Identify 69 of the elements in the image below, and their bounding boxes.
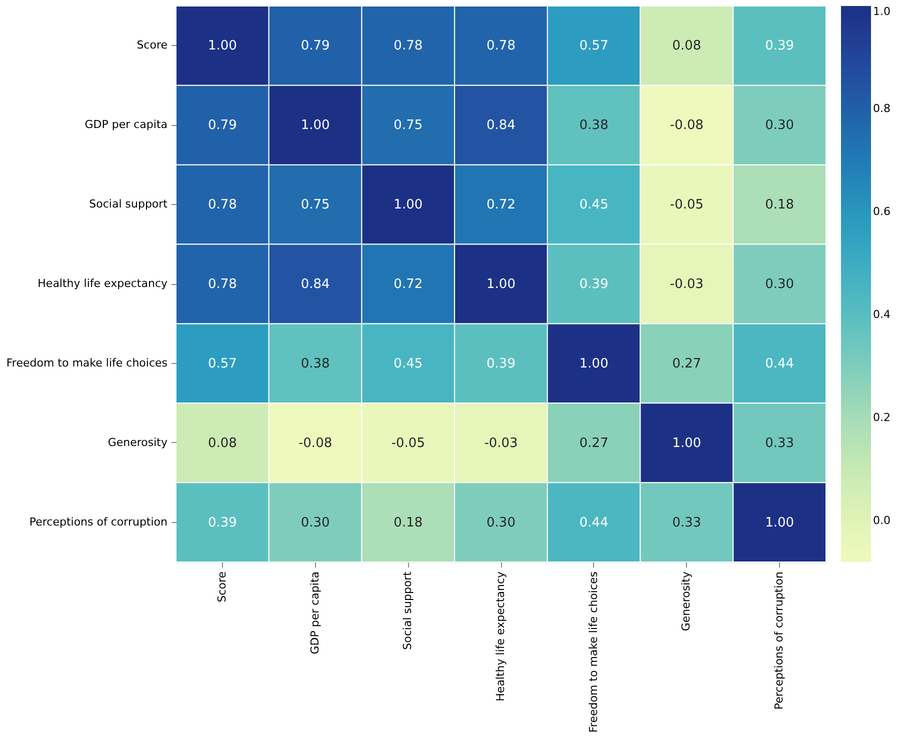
data-label: 0.78 <box>208 198 237 213</box>
data-label: 0.18 <box>394 515 423 530</box>
data-label: 1.00 <box>300 118 330 134</box>
data-label: 0.38 <box>300 356 330 372</box>
data-label: 0.78 <box>208 277 237 292</box>
data-label: 0.45 <box>394 356 423 372</box>
y-tick-label: Healthy life expectancy <box>38 277 168 290</box>
data-label: 1.00 <box>486 277 516 292</box>
y-tick-label: Generosity <box>108 436 168 449</box>
data-label: -0.03 <box>484 436 518 451</box>
data-label: 0.39 <box>486 356 516 372</box>
y-tick-label: Freedom to make life choices <box>6 356 168 370</box>
data-label: 1.00 <box>579 356 608 372</box>
data-label: 0.84 <box>300 277 330 292</box>
data-label: -0.08 <box>670 118 704 134</box>
data-label: 0.57 <box>579 38 608 54</box>
data-label: 0.75 <box>394 118 423 134</box>
x-tick-label: Score <box>215 571 228 602</box>
color-bar-label: 0.6 <box>873 204 890 218</box>
x-tick-label: Generosity <box>680 571 693 632</box>
data-label: 0.72 <box>486 198 516 213</box>
data-label: 0.30 <box>300 515 330 530</box>
data-label: -0.05 <box>391 436 425 451</box>
color-bar-label: 0.0 <box>873 514 890 527</box>
x-tick-label: Freedom to make life choices <box>586 571 600 733</box>
data-label: 1.00 <box>765 515 794 530</box>
color-bar-label: 0.4 <box>873 308 890 321</box>
data-label: 0.33 <box>765 436 794 451</box>
data-label: 0.18 <box>765 198 794 213</box>
x-tick-label: Healthy life expectancy <box>494 571 507 702</box>
x-tick-label: Social support <box>401 570 414 650</box>
x-tick-label: Perceptions of corruption <box>772 571 786 710</box>
data-label: 0.79 <box>208 118 237 134</box>
data-label: 0.44 <box>579 515 608 530</box>
data-label: 0.08 <box>208 436 237 451</box>
x-tick-label: GDP per capita <box>308 572 322 654</box>
data-label: 0.44 <box>765 356 794 372</box>
data-label: 0.45 <box>579 198 608 213</box>
data-label: 1.00 <box>208 38 237 54</box>
data-label: 0.75 <box>300 198 330 213</box>
data-label: -0.03 <box>670 277 704 292</box>
data-label: 0.84 <box>486 118 516 134</box>
data-label: 1.00 <box>394 198 423 213</box>
data-label: 0.78 <box>394 38 423 54</box>
data-label: 0.57 <box>208 356 237 372</box>
data-label: 0.39 <box>208 515 237 530</box>
y-tick-label: Score <box>136 38 168 52</box>
data-label: -0.05 <box>670 198 704 213</box>
data-label: 0.38 <box>579 118 608 134</box>
y-tick-label: GDP per capita <box>84 118 168 132</box>
data-label: 0.30 <box>765 118 794 134</box>
data-label: 0.72 <box>394 277 423 292</box>
y-tick-label: Social support <box>89 198 168 211</box>
data-label: 0.27 <box>579 436 608 451</box>
data-label: 0.79 <box>300 38 330 54</box>
data-label: 0.30 <box>486 515 516 530</box>
y-tick-label: Perceptions of corruption <box>29 515 168 528</box>
data-label: 0.39 <box>765 38 794 54</box>
data-label: 0.39 <box>579 277 608 292</box>
data-label: 0.33 <box>672 515 702 530</box>
color-bar-label: 1.0 <box>873 5 890 18</box>
data-label: 0.30 <box>765 277 794 292</box>
data-label: -0.08 <box>298 436 332 451</box>
data-label: 0.08 <box>672 38 702 54</box>
color-bar-label: 0.8 <box>873 102 890 115</box>
data-label: 0.78 <box>486 38 516 54</box>
data-label: 1.00 <box>672 436 702 451</box>
data-label: 0.27 <box>672 356 702 372</box>
color-bar-label: 0.2 <box>873 410 890 424</box>
